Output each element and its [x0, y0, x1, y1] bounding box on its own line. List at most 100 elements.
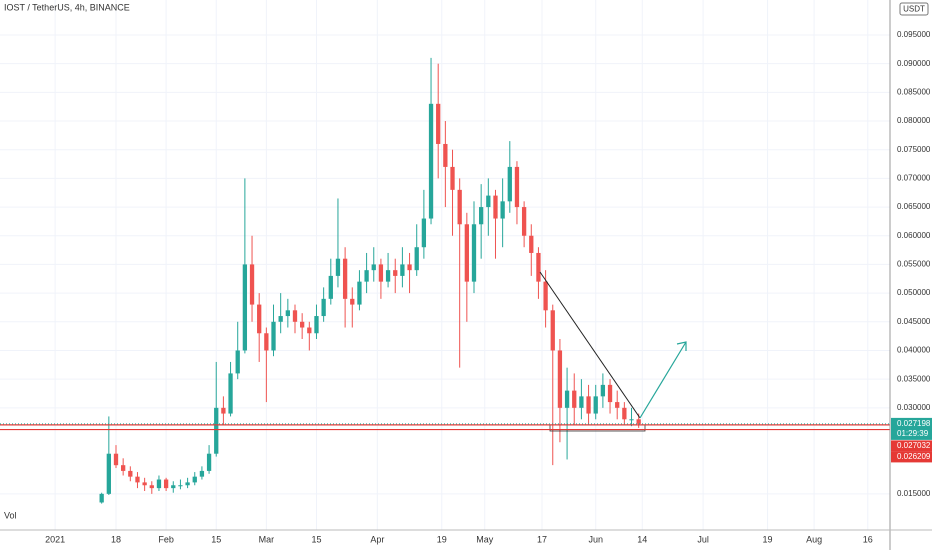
candle-body [450, 166, 455, 190]
y-tick-label: 0.040000 [897, 346, 931, 355]
volume-label: Vol [4, 510, 17, 520]
candle-body [264, 333, 269, 351]
x-tick-label: 17 [537, 534, 547, 544]
candle-body [142, 482, 147, 486]
candle-body [285, 310, 290, 317]
y-tick-label: 0.055000 [897, 260, 931, 269]
last-price: 0.027198 [897, 419, 931, 428]
candle-body [350, 298, 355, 305]
candle-body [271, 321, 276, 351]
candle-body [607, 384, 613, 403]
x-tick-label: 16 [863, 534, 873, 544]
candle-body [550, 310, 555, 351]
candle-body [292, 310, 298, 322]
last-price-box [891, 417, 932, 440]
candle-body [199, 470, 205, 477]
candle-body [235, 350, 240, 374]
candle-body [536, 252, 541, 282]
currency-badge[interactable] [899, 2, 929, 16]
candle-body [557, 350, 563, 408]
candle-body [156, 479, 162, 489]
hline-price: 0.026209 [897, 452, 931, 461]
x-tick-label: 18 [111, 534, 121, 544]
candle-body [500, 201, 505, 219]
y-tick-label: 0.070000 [897, 173, 931, 182]
x-tick-label: May [476, 534, 494, 544]
candle-body [192, 476, 197, 483]
candle-body [163, 479, 169, 489]
candle-body [414, 247, 419, 271]
candle-body [99, 493, 104, 503]
y-tick-label: 0.085000 [897, 87, 931, 96]
candle-body [600, 384, 606, 397]
candle-body [579, 396, 584, 408]
candle-body [436, 103, 441, 144]
y-tick-label: 0.095000 [897, 30, 931, 39]
y-tick-label: 0.090000 [897, 59, 931, 68]
candle-body [636, 419, 641, 424]
x-tick-label: 15 [211, 534, 221, 544]
candle-body [493, 195, 498, 219]
y-tick-label: 0.080000 [897, 116, 931, 125]
x-tick-label: Jul [697, 534, 709, 544]
candle-body [514, 166, 520, 208]
arrow [639, 341, 687, 419]
x-tick-label: 2021 [45, 534, 65, 544]
candle-body [221, 407, 226, 414]
candle-body [629, 419, 634, 421]
candle-body [586, 396, 591, 414]
candle-body [471, 224, 477, 282]
candle-body [400, 264, 405, 276]
candle-body [149, 485, 154, 489]
candle-body [378, 264, 384, 282]
y-tick-label: 0.065000 [897, 202, 931, 211]
candle-body [622, 407, 627, 420]
candle-body [615, 402, 620, 408]
candle-body [564, 390, 570, 408]
candle-body [113, 453, 119, 466]
candle-body [171, 485, 176, 489]
x-tick-label: Aug [806, 534, 822, 544]
candle-body [421, 218, 427, 248]
candle-body [543, 281, 548, 311]
candle-body [328, 275, 333, 299]
candle-body [106, 453, 111, 494]
x-tick-label: 14 [637, 534, 647, 544]
candle-body [300, 321, 305, 328]
candle-body [593, 396, 598, 414]
candle-body [257, 304, 262, 334]
hline-price: 0.027032 [897, 441, 931, 450]
candle-body [443, 143, 448, 167]
candle-body [185, 482, 190, 486]
candle-body [242, 264, 248, 351]
candle-body [364, 270, 369, 282]
candle-body [407, 264, 412, 271]
candle-body [357, 281, 362, 305]
y-tick-label: 0.045000 [897, 317, 931, 326]
candle-body [307, 327, 312, 334]
axes: 0.015000 0.030000 0.035000 0.040000 0.045000… [45, 30, 932, 544]
x-tick-label: Jun [588, 534, 603, 544]
y-tick-label: 0.030000 [897, 403, 931, 412]
candle-body [178, 485, 183, 487]
hline-price-box [891, 440, 932, 452]
y-tick-label: 0.035000 [897, 374, 931, 383]
candle-body [321, 298, 326, 317]
countdown: 01:29:39 [897, 429, 929, 438]
y-tick-label: 0.075000 [897, 145, 931, 154]
candle-body [135, 476, 140, 483]
y-tick-label: 0.060000 [897, 231, 931, 240]
candle-body [457, 189, 462, 225]
candle-body [428, 103, 434, 219]
x-tick-label: Apr [370, 534, 384, 544]
candle-body [128, 470, 133, 477]
candle-body [507, 166, 512, 202]
candle-body [121, 465, 126, 471]
candles [99, 57, 641, 504]
candle-body [464, 224, 469, 282]
candle-body [385, 270, 391, 282]
x-tick-label: Mar [259, 534, 275, 544]
candle-body [393, 270, 398, 276]
candle-body [572, 390, 577, 408]
candle-body [486, 195, 491, 208]
